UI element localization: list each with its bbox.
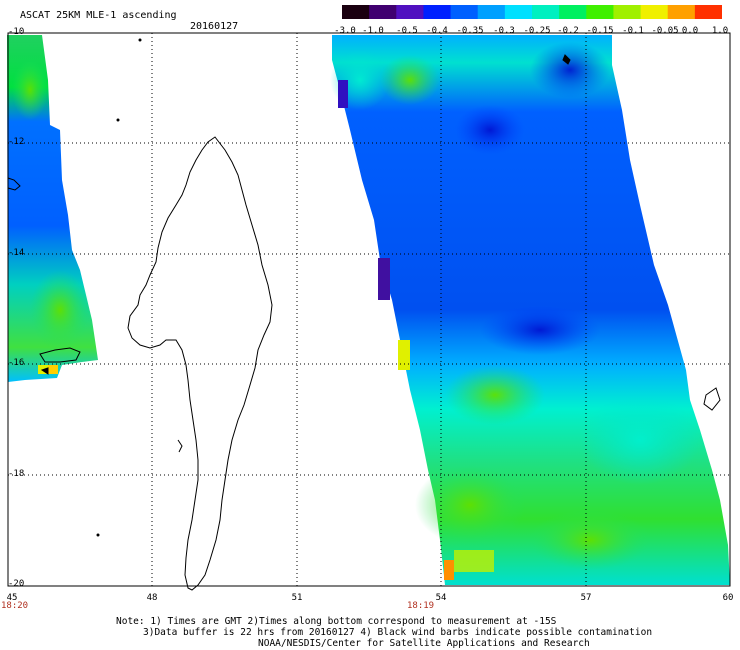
colorbar-label: -0.2 xyxy=(557,26,579,36)
colorbar-segment xyxy=(477,5,506,19)
lat-label: -12 xyxy=(8,137,25,147)
colorbar-label: -0.4 xyxy=(426,26,448,36)
colorbar-segment xyxy=(694,5,722,19)
time-label-left: 18:20 xyxy=(1,601,29,611)
lon-label: 54 xyxy=(435,593,447,603)
colorbar-label: -0.5 xyxy=(396,26,418,36)
colorbar-label: -1.0 xyxy=(362,26,384,36)
product-date: 20160127 xyxy=(190,21,239,32)
colorbar-label: -0.05 xyxy=(651,26,679,36)
main-swath-data xyxy=(330,35,730,585)
note-line-3: NOAA/NESDIS/Center for Satellite Applica… xyxy=(258,638,590,649)
lat-label: -18 xyxy=(8,469,25,479)
colorbar-segment xyxy=(667,5,696,19)
colorbar-segment xyxy=(423,5,452,19)
time-label-middle: 18:19 xyxy=(407,601,435,611)
madagascar-coastline xyxy=(127,136,273,591)
colorbar-segment xyxy=(640,5,669,19)
color-scale-bar xyxy=(342,5,722,19)
colorbar-segment xyxy=(586,5,614,19)
lat-label: -10 xyxy=(8,27,25,37)
colorbar-segment xyxy=(559,5,587,19)
note-line-2: 3)Data buffer is 22 hrs from 20160127 4)… xyxy=(143,627,653,638)
colorbar-segment xyxy=(532,5,560,19)
lat-lon-grid xyxy=(8,33,730,586)
colorbar-segment xyxy=(396,5,424,19)
lon-label: 60 xyxy=(722,593,734,603)
colorbar-segment xyxy=(613,5,642,19)
colorbar-segment xyxy=(504,5,533,19)
colorbar-label: -3.0 xyxy=(334,26,356,36)
product-title: ASCAT 25KM MLE-1 ascending xyxy=(20,10,177,21)
colorbar-segment xyxy=(450,5,479,19)
map-frame xyxy=(7,32,731,587)
colorbar-segment xyxy=(369,5,397,19)
colorbar-label: -0.3 xyxy=(493,26,515,36)
colorbar-label: 0.0 xyxy=(681,26,699,36)
coastline-fragments xyxy=(7,38,721,537)
colorbar-segment xyxy=(342,5,370,19)
colorbar-label: -0.25 xyxy=(523,26,551,36)
lat-label: -16 xyxy=(8,358,25,368)
left-swath-data xyxy=(7,35,98,382)
lat-label: -14 xyxy=(8,248,25,258)
lat-label: -20 xyxy=(8,579,25,589)
lon-label: 48 xyxy=(146,593,158,603)
lon-label: 51 xyxy=(291,593,303,603)
lon-label: 57 xyxy=(580,593,592,603)
colorbar-label: -0.35 xyxy=(456,26,484,36)
colorbar-label: 1.0 xyxy=(711,26,729,36)
lon-label: 45 xyxy=(6,593,18,603)
note-line-1: Note: 1) Times are GMT 2)Times along bot… xyxy=(116,616,557,627)
colorbar-label: -0.1 xyxy=(622,26,644,36)
colorbar-label: -0.15 xyxy=(586,26,614,36)
